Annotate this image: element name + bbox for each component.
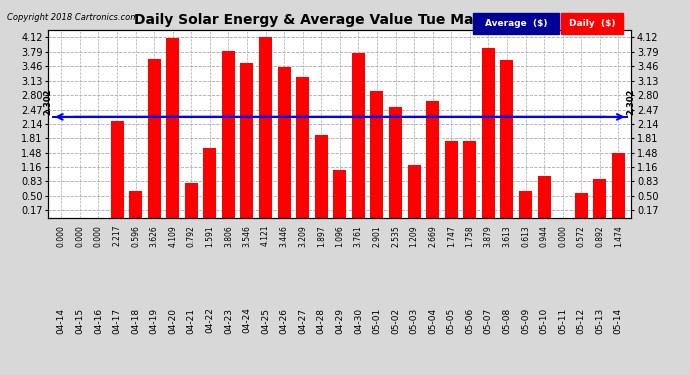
Text: 04-24: 04-24 — [242, 308, 251, 333]
Text: 05-01: 05-01 — [373, 308, 382, 334]
Text: 04-26: 04-26 — [279, 308, 288, 333]
Text: 0.000: 0.000 — [75, 225, 84, 247]
Text: 05-14: 05-14 — [614, 308, 623, 334]
Text: 04-27: 04-27 — [298, 308, 307, 333]
Text: 3.613: 3.613 — [502, 225, 511, 247]
Text: 0.944: 0.944 — [540, 225, 549, 247]
Text: 04-22: 04-22 — [206, 308, 215, 333]
Text: 2.302: 2.302 — [43, 88, 53, 115]
Text: 05-05: 05-05 — [446, 308, 455, 334]
Bar — [129, 192, 142, 217]
Text: 04-21: 04-21 — [187, 308, 196, 333]
Text: 05-04: 05-04 — [428, 308, 437, 334]
Text: 1.747: 1.747 — [446, 225, 455, 247]
Text: 2.901: 2.901 — [373, 225, 382, 247]
Bar — [185, 183, 198, 218]
Text: 1.096: 1.096 — [335, 225, 344, 247]
Bar — [277, 67, 290, 218]
Bar — [500, 60, 513, 217]
Text: 05-06: 05-06 — [465, 308, 474, 334]
Text: 04-20: 04-20 — [168, 308, 177, 333]
Bar — [612, 153, 625, 218]
Text: 05-12: 05-12 — [577, 308, 586, 334]
Text: 0.000: 0.000 — [558, 225, 567, 247]
Text: 04-19: 04-19 — [150, 308, 159, 334]
Bar — [296, 77, 309, 218]
Text: 1.591: 1.591 — [206, 225, 215, 247]
Bar — [593, 178, 607, 218]
Bar — [110, 121, 124, 218]
Text: 04-29: 04-29 — [335, 308, 344, 333]
Bar — [241, 63, 253, 217]
Text: Daily  ($): Daily ($) — [569, 19, 615, 28]
Text: 2.302: 2.302 — [627, 88, 636, 115]
Text: 05-08: 05-08 — [502, 308, 511, 334]
Text: 0.000: 0.000 — [57, 225, 66, 247]
Text: Average  ($): Average ($) — [484, 19, 547, 28]
Bar — [389, 107, 402, 218]
Text: 1.897: 1.897 — [317, 225, 326, 247]
Bar — [426, 101, 439, 217]
Text: 04-17: 04-17 — [112, 308, 121, 334]
Text: 4.121: 4.121 — [261, 225, 270, 246]
Text: Daily Solar Energy & Average Value Tue May 15 20:07: Daily Solar Energy & Average Value Tue M… — [135, 13, 555, 27]
Text: 05-03: 05-03 — [410, 308, 419, 334]
Text: 05-02: 05-02 — [391, 308, 400, 334]
Text: 04-15: 04-15 — [75, 308, 84, 334]
Text: 3.209: 3.209 — [298, 225, 307, 247]
Text: Copyright 2018 Cartronics.com: Copyright 2018 Cartronics.com — [7, 13, 138, 22]
Text: 0.000: 0.000 — [94, 225, 103, 247]
Bar — [259, 38, 272, 218]
Text: 05-13: 05-13 — [595, 308, 604, 334]
Bar — [148, 59, 161, 217]
Bar — [445, 141, 457, 218]
Text: 3.626: 3.626 — [150, 225, 159, 247]
Text: 04-28: 04-28 — [317, 308, 326, 333]
Text: 4.109: 4.109 — [168, 225, 177, 247]
Text: 0.613: 0.613 — [521, 225, 530, 247]
Bar — [166, 38, 179, 218]
Bar — [333, 170, 346, 217]
Text: 05-09: 05-09 — [521, 308, 530, 334]
Bar — [371, 91, 384, 218]
Text: 04-25: 04-25 — [261, 308, 270, 333]
Text: 04-14: 04-14 — [57, 308, 66, 333]
Text: 0.792: 0.792 — [187, 225, 196, 247]
Text: 04-18: 04-18 — [131, 308, 140, 334]
Bar — [575, 192, 588, 217]
Bar — [482, 48, 495, 217]
Text: 3.879: 3.879 — [484, 225, 493, 247]
Text: 3.446: 3.446 — [279, 225, 288, 247]
Text: 04-30: 04-30 — [354, 308, 363, 334]
Text: 2.669: 2.669 — [428, 225, 437, 247]
Text: 0.892: 0.892 — [595, 225, 604, 247]
Text: 0.572: 0.572 — [577, 225, 586, 247]
Text: 3.546: 3.546 — [242, 225, 251, 247]
Bar — [315, 135, 328, 218]
Text: 1.758: 1.758 — [465, 225, 474, 247]
Bar — [204, 148, 217, 217]
Text: 1.474: 1.474 — [614, 225, 623, 247]
Text: 04-23: 04-23 — [224, 308, 233, 333]
Text: 1.209: 1.209 — [410, 225, 419, 247]
Bar — [352, 53, 365, 217]
Text: 04-16: 04-16 — [94, 308, 103, 334]
Text: 0.596: 0.596 — [131, 225, 140, 247]
Text: 05-11: 05-11 — [558, 308, 567, 334]
Text: 3.806: 3.806 — [224, 225, 233, 247]
Bar — [538, 176, 551, 218]
Text: 05-10: 05-10 — [540, 308, 549, 334]
Text: 2.535: 2.535 — [391, 225, 400, 247]
Text: 2.217: 2.217 — [112, 225, 121, 246]
Bar — [222, 51, 235, 217]
Bar — [463, 141, 476, 218]
Text: 05-07: 05-07 — [484, 308, 493, 334]
Bar — [408, 165, 421, 218]
Text: 3.761: 3.761 — [354, 225, 363, 247]
Bar — [519, 191, 532, 217]
